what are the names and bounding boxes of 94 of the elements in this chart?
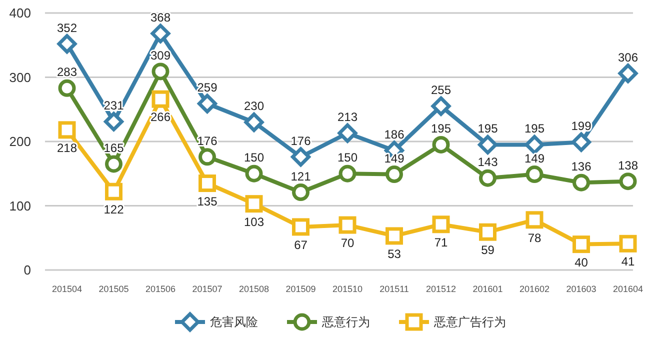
point — [338, 216, 356, 234]
data-label: 283 — [56, 65, 78, 80]
data-label: 135 — [197, 194, 218, 208]
data-label: 78 — [528, 230, 542, 245]
point — [526, 166, 544, 184]
point — [431, 96, 451, 116]
data-label: 255 — [430, 83, 452, 98]
point — [105, 155, 122, 173]
x-tick-label: 201508 — [238, 284, 270, 294]
x-tick-label: 201604 — [612, 284, 644, 294]
y-tick-label: 300 — [9, 70, 31, 85]
data-label: 195 — [524, 122, 545, 136]
data-label: 306 — [618, 50, 638, 64]
point — [432, 216, 450, 234]
point — [619, 172, 637, 190]
data-label: 309 — [150, 48, 171, 62]
point — [104, 112, 124, 132]
data-label: 352 — [56, 20, 78, 35]
data-label: 138 — [618, 158, 638, 172]
data-label: 40 — [574, 255, 588, 270]
y-tick-label: 0 — [24, 262, 31, 278]
point — [386, 227, 403, 245]
data-label: 143 — [478, 155, 498, 170]
point — [150, 24, 170, 44]
point — [386, 166, 403, 184]
point — [198, 174, 216, 192]
point — [292, 218, 310, 236]
point — [479, 169, 496, 187]
point — [198, 148, 216, 166]
data-label: 186 — [384, 127, 405, 142]
x-tick-label: 201601 — [472, 284, 503, 294]
data-label: 53 — [388, 246, 402, 261]
point — [58, 121, 76, 139]
x-tick-label: 201507 — [192, 284, 222, 294]
x-tick-label: 201603 — [566, 284, 596, 294]
point — [152, 90, 170, 108]
data-label: 213 — [337, 110, 358, 124]
y-tick-label: 400 — [9, 6, 31, 21]
x-tick-label: 201602 — [519, 284, 550, 294]
point — [479, 223, 496, 241]
point — [244, 112, 264, 132]
x-tick-label: 201511 — [380, 284, 409, 294]
point — [292, 184, 310, 202]
x-tick-label: 201506 — [145, 284, 176, 294]
point — [524, 134, 544, 154]
data-label: 136 — [571, 160, 592, 174]
legend-label: 恶意广告行为 — [433, 315, 506, 330]
data-label: 176 — [290, 134, 312, 148]
data-label: 199 — [571, 119, 592, 134]
point — [58, 79, 76, 97]
point — [198, 94, 217, 114]
data-label: 368 — [150, 10, 171, 25]
data-label: 121 — [290, 169, 312, 184]
point — [572, 174, 590, 192]
data-label: 195 — [478, 122, 498, 136]
data-label: 150 — [337, 150, 358, 165]
point — [618, 64, 638, 84]
x-tick-label: 201504 — [52, 284, 82, 294]
data-label: 150 — [244, 150, 264, 165]
x-tick-label: 201505 — [98, 284, 129, 294]
x-tick-label: 201510 — [332, 284, 363, 294]
data-label: 122 — [104, 202, 124, 217]
data-label: 218 — [56, 140, 78, 155]
point — [338, 164, 356, 182]
y-tick-label: 200 — [9, 134, 31, 150]
legend-label: 危害风险 — [210, 315, 258, 330]
point — [57, 34, 77, 54]
data-label: 149 — [384, 151, 405, 166]
point — [572, 132, 591, 152]
x-tick-label: 201509 — [286, 284, 316, 294]
data-label: 259 — [197, 80, 218, 95]
data-label: 71 — [434, 235, 448, 250]
point — [105, 182, 122, 200]
data-label: 59 — [481, 243, 495, 258]
point — [245, 164, 263, 182]
point — [245, 195, 263, 213]
data-label: 230 — [244, 99, 264, 114]
data-label: 149 — [524, 151, 545, 166]
point — [526, 211, 544, 229]
data-label: 67 — [294, 238, 308, 252]
data-label: 195 — [430, 122, 452, 136]
point — [338, 123, 358, 143]
point — [619, 234, 637, 252]
data-label: 103 — [244, 214, 264, 229]
point — [478, 134, 498, 154]
legend-label: 恶意行为 — [321, 315, 370, 330]
data-label: 41 — [621, 254, 635, 269]
x-tick-label: 201512 — [426, 284, 456, 294]
point — [291, 147, 310, 167]
y-tick-label: 100 — [9, 198, 31, 214]
point — [152, 62, 170, 80]
data-label: 70 — [340, 236, 354, 250]
point — [572, 236, 590, 254]
point — [432, 136, 450, 154]
